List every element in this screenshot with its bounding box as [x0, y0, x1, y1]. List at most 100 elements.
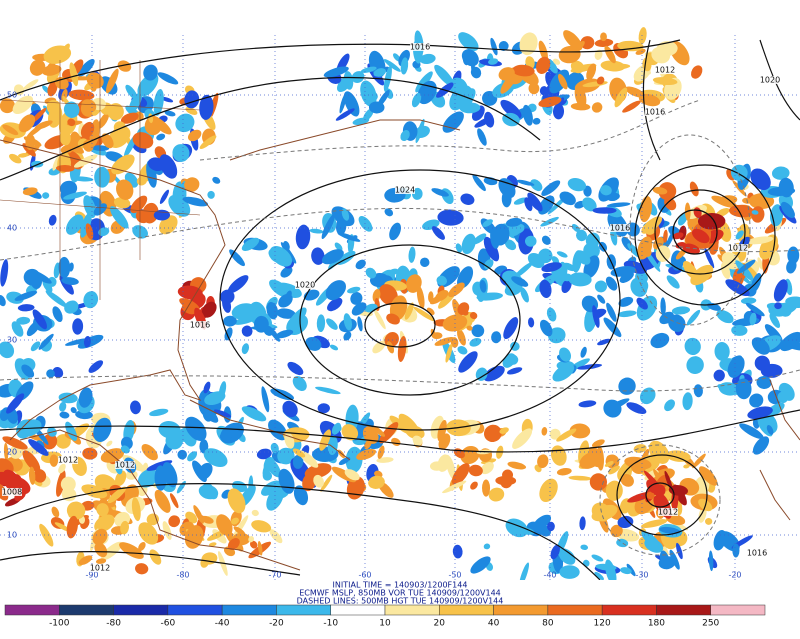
vorticity-patch: [666, 275, 680, 289]
vorticity-patch: [436, 275, 447, 286]
vorticity-patch: [0, 98, 15, 114]
vorticity-patch: [207, 190, 215, 199]
vorticity-patch: [285, 290, 292, 301]
vorticity-patch: [60, 185, 76, 205]
vorticity-patch: [185, 106, 198, 115]
vorticity-patch: [231, 303, 256, 320]
vorticity-patch: [757, 257, 764, 270]
vorticity-patch: [48, 214, 57, 226]
vorticity-patch: [59, 401, 67, 412]
vorticity-patch: [135, 563, 149, 575]
vorticity-patch: [420, 257, 430, 268]
vorticity-patch: [541, 262, 562, 273]
vorticity-patch: [605, 559, 617, 585]
vorticity-patch: [86, 72, 104, 89]
vorticity-patch: [721, 252, 741, 270]
colorbar-swatch: [276, 604, 331, 616]
vorticity-patch: [311, 247, 325, 265]
vorticity-patch: [60, 145, 74, 155]
isobar-label-bg: [760, 76, 780, 84]
vorticity-patch: [605, 276, 618, 291]
vorticity-patch: [413, 436, 423, 447]
isobar-label-bg: [658, 508, 678, 516]
vorticity-patch: [520, 287, 529, 303]
vorticity-patch: [55, 165, 75, 172]
vorticity-field: [0, 27, 800, 587]
colorbar-tick-label: 20: [434, 619, 446, 629]
vorticity-patch: [400, 57, 409, 75]
vorticity-patch: [491, 331, 502, 344]
vorticity-patch: [767, 186, 796, 196]
colorbar-tick-label: -100: [49, 619, 70, 629]
vorticity-patch: [658, 182, 677, 201]
vorticity-patch: [513, 261, 534, 279]
vorticity-patch: [652, 77, 678, 86]
vorticity-patch: [633, 444, 647, 453]
vorticity-patch: [97, 112, 110, 129]
vorticity-patch: [512, 64, 535, 77]
isobar-label-bg: [747, 549, 767, 557]
vorticity-patch: [639, 387, 656, 405]
vorticity-patch: [500, 475, 513, 489]
vorticity-patch: [204, 391, 226, 406]
vorticity-patch: [66, 214, 84, 235]
vorticity-patch: [227, 275, 249, 294]
vorticity-patch: [317, 403, 330, 414]
vorticity-patch: [249, 540, 258, 549]
vorticity-patch: [537, 454, 549, 469]
vorticity-patch: [617, 515, 634, 528]
vorticity-patch: [490, 37, 498, 56]
vorticity-patch: [736, 259, 756, 274]
colorbar-swatch: [656, 604, 711, 616]
vorticity-patch: [28, 269, 52, 284]
isobar-label: 1016: [610, 224, 630, 233]
vorticity-patch: [66, 501, 86, 520]
vorticity-patch: [503, 317, 519, 340]
vorticity-patch: [83, 139, 94, 152]
vorticity-patch: [212, 176, 221, 184]
vorticity-patch: [130, 400, 141, 415]
vorticity-patch: [0, 341, 15, 359]
isobar-label: 1024: [395, 186, 415, 195]
vorticity-patch: [216, 514, 233, 536]
vorticity-patch: [0, 259, 9, 287]
vorticity-patch: [532, 117, 541, 125]
vorticity-patch: [704, 247, 715, 269]
vorticity-patch: [482, 479, 491, 497]
vorticity-patch: [483, 236, 500, 262]
vorticity-patch: [429, 461, 444, 471]
vorticity-patch: [119, 542, 144, 559]
borders: [0, 60, 201, 300]
vorticity-patch: [697, 213, 726, 230]
vorticity-patch: [130, 195, 148, 214]
isobar-label-bg: [2, 488, 22, 496]
vorticity-patch: [445, 343, 453, 363]
vorticity-patch: [482, 219, 493, 227]
vorticity-patch: [95, 558, 107, 564]
vorticity-patch: [357, 316, 363, 332]
vorticity-patch: [488, 58, 499, 65]
vorticity-patch: [638, 27, 647, 45]
vorticity-patch: [686, 309, 701, 326]
vorticity-patch: [137, 468, 159, 488]
vorticity-patch: [269, 279, 291, 298]
vorticity-patch: [561, 273, 573, 282]
vorticity-patch: [664, 399, 675, 412]
longitude-label: -20: [728, 571, 741, 580]
vorticity-patch: [227, 488, 246, 514]
vorticity-patch: [58, 256, 71, 279]
vorticity-patch: [481, 458, 497, 465]
colorbar-tick-label: -60: [161, 619, 176, 629]
vorticity-patch: [434, 336, 455, 346]
vorticity-patch: [321, 214, 335, 240]
vorticity-patch: [28, 439, 49, 456]
vorticity-patch: [360, 80, 377, 107]
graticule: [0, 35, 800, 580]
vorticity-patch: [49, 454, 59, 467]
vorticity-patch: [511, 276, 529, 287]
vorticity-patch: [383, 59, 401, 72]
vorticity-patch: [578, 400, 597, 408]
isobar-label: 1012: [728, 244, 748, 253]
vorticity-patch: [386, 341, 395, 354]
vorticity-patch: [222, 296, 232, 313]
